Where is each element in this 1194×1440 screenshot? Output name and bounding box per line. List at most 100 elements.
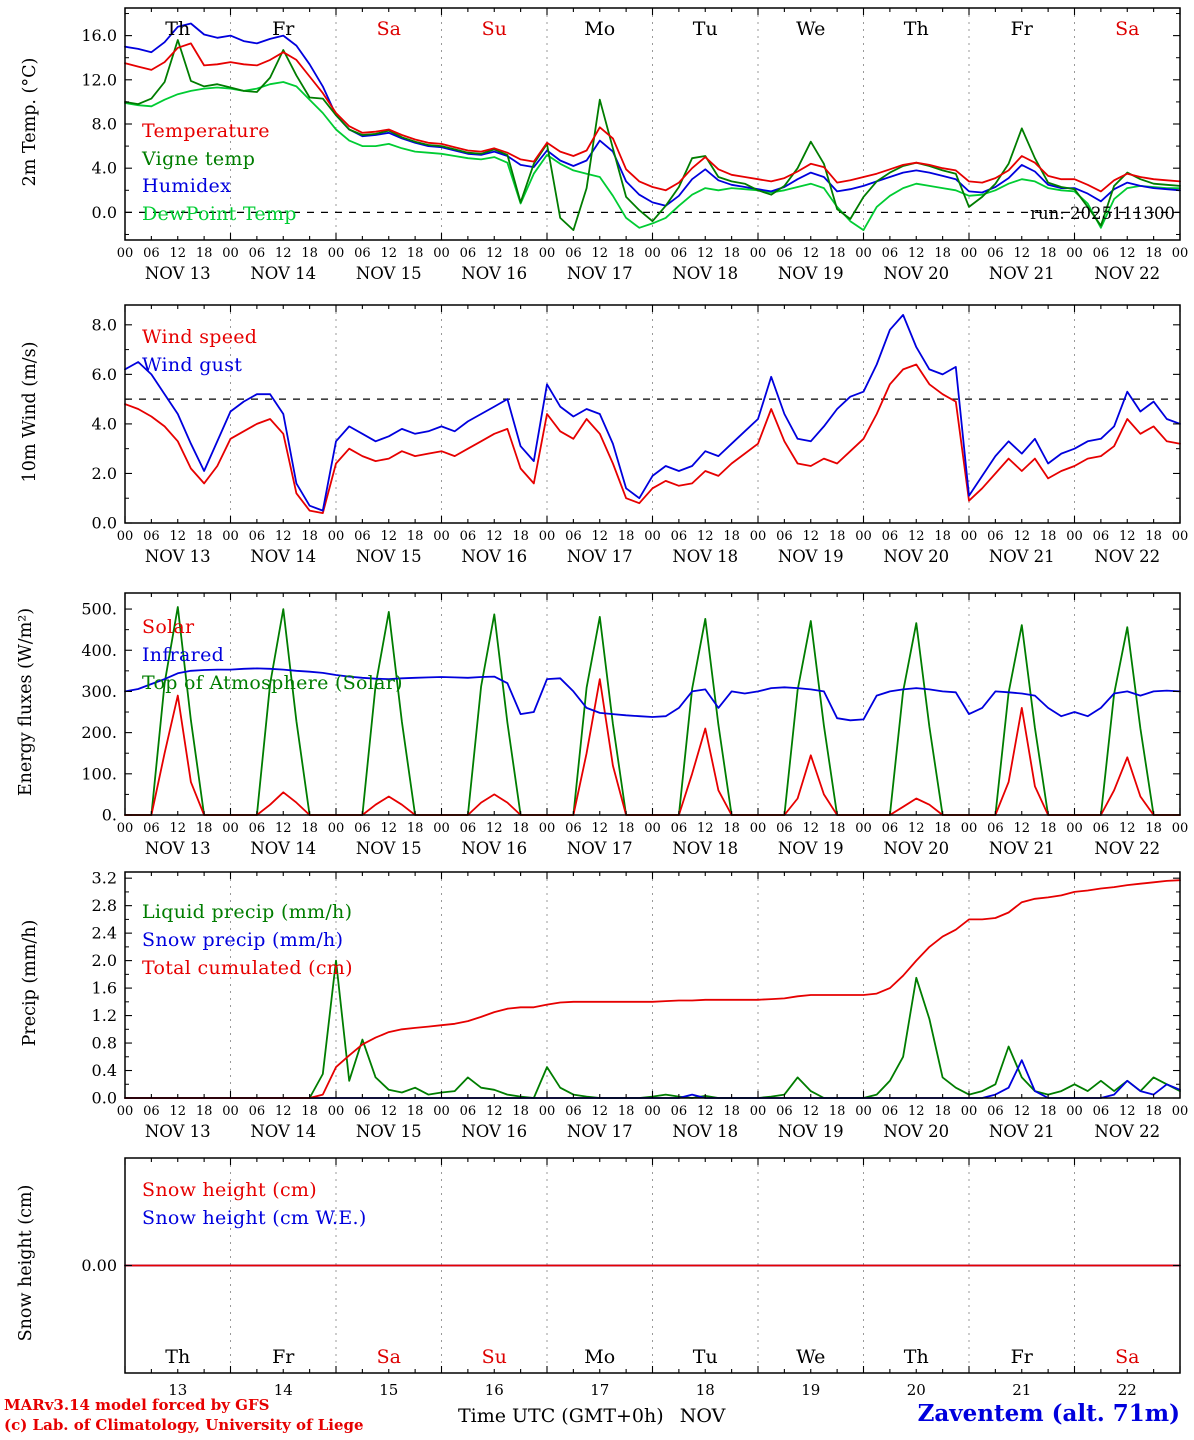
- svg-text:12: 12: [591, 246, 608, 261]
- svg-text:06: 06: [249, 821, 266, 836]
- svg-text:17: 17: [590, 1381, 609, 1399]
- svg-text:12: 12: [275, 821, 292, 836]
- svg-text:18: 18: [1040, 821, 1057, 836]
- svg-text:4.0: 4.0: [92, 159, 117, 178]
- svg-text:18: 18: [934, 246, 951, 261]
- svg-text:18: 18: [1040, 1104, 1057, 1119]
- svg-text:12: 12: [802, 529, 819, 544]
- legend-solar: Solar: [142, 616, 195, 638]
- svg-text:NOV 17: NOV 17: [567, 839, 633, 858]
- y-axis-label-energy: Energy fluxes (W/m²): [16, 607, 36, 797]
- svg-text:0.00: 0.00: [81, 1256, 117, 1275]
- svg-text:06: 06: [143, 529, 160, 544]
- svg-text:00: 00: [117, 246, 134, 261]
- svg-text:00: 00: [539, 246, 556, 261]
- svg-text:NOV 13: NOV 13: [145, 1122, 211, 1141]
- svg-text:00: 00: [1172, 246, 1189, 261]
- svg-text:18: 18: [829, 246, 846, 261]
- svg-text:Mo: Mo: [584, 18, 615, 40]
- svg-text:00: 00: [1172, 821, 1189, 836]
- svg-text:12: 12: [591, 529, 608, 544]
- svg-text:12: 12: [908, 246, 925, 261]
- svg-text:18: 18: [512, 821, 529, 836]
- svg-text:00: 00: [433, 529, 450, 544]
- svg-text:00: 00: [855, 1104, 872, 1119]
- svg-text:Su: Su: [482, 1346, 507, 1368]
- svg-text:NOV 18: NOV 18: [672, 547, 738, 566]
- svg-text:06: 06: [565, 821, 582, 836]
- legend-temperature: Temperature: [142, 120, 270, 142]
- svg-text:Tu: Tu: [693, 18, 718, 40]
- svg-text:00: 00: [644, 246, 661, 261]
- svg-text:12: 12: [486, 1104, 503, 1119]
- svg-text:6.0: 6.0: [92, 365, 117, 384]
- svg-text:12: 12: [486, 246, 503, 261]
- svg-text:00: 00: [328, 246, 345, 261]
- svg-text:20: 20: [907, 1381, 926, 1399]
- svg-text:00: 00: [961, 1104, 978, 1119]
- svg-text:00: 00: [328, 529, 345, 544]
- svg-text:14: 14: [274, 1381, 293, 1399]
- svg-text:18: 18: [618, 1104, 635, 1119]
- svg-text:Th: Th: [904, 1346, 929, 1368]
- svg-text:18: 18: [934, 821, 951, 836]
- svg-text:12.0: 12.0: [81, 70, 117, 89]
- svg-text:18: 18: [1145, 529, 1162, 544]
- svg-text:12: 12: [591, 1104, 608, 1119]
- svg-text:18: 18: [1145, 821, 1162, 836]
- svg-text:Sa: Sa: [377, 18, 401, 40]
- y-axis-label-temperature: 2m Temp. (°C): [20, 57, 40, 187]
- svg-text:12: 12: [275, 246, 292, 261]
- svg-text:06: 06: [671, 821, 688, 836]
- svg-text:18: 18: [723, 821, 740, 836]
- svg-text:12: 12: [697, 529, 714, 544]
- svg-text:12: 12: [169, 246, 186, 261]
- svg-text:06: 06: [776, 821, 793, 836]
- svg-text:NOV 19: NOV 19: [778, 264, 844, 283]
- svg-text:12: 12: [275, 1104, 292, 1119]
- svg-text:NOV 16: NOV 16: [461, 1122, 527, 1141]
- svg-text:NOV 17: NOV 17: [567, 1122, 633, 1141]
- svg-text:NOV 17: NOV 17: [567, 547, 633, 566]
- svg-text:2.8: 2.8: [92, 896, 117, 915]
- svg-text:12: 12: [908, 821, 925, 836]
- svg-text:12: 12: [1119, 246, 1136, 261]
- svg-text:0.0: 0.0: [92, 203, 117, 222]
- svg-text:0.0: 0.0: [92, 514, 117, 533]
- svg-text:18: 18: [618, 821, 635, 836]
- svg-text:2.4: 2.4: [92, 924, 117, 943]
- svg-text:00: 00: [1066, 246, 1083, 261]
- svg-text:00: 00: [222, 821, 239, 836]
- svg-text:Fr: Fr: [1011, 1346, 1034, 1368]
- svg-text:00: 00: [1066, 529, 1083, 544]
- svg-text:00: 00: [222, 246, 239, 261]
- svg-text:00: 00: [750, 821, 767, 836]
- svg-text:06: 06: [460, 1104, 477, 1119]
- legend-snow-height-we: Snow height (cm W.E.): [142, 1207, 367, 1229]
- svg-text:06: 06: [987, 246, 1004, 261]
- svg-text:00: 00: [117, 529, 134, 544]
- svg-text:1.2: 1.2: [92, 1006, 117, 1025]
- svg-text:06: 06: [882, 1104, 899, 1119]
- legend-wind-speed: Wind speed: [142, 326, 258, 348]
- svg-text:18: 18: [1145, 1104, 1162, 1119]
- legend-snow-precip: Snow precip (mm/h): [142, 929, 344, 951]
- svg-text:18: 18: [301, 529, 318, 544]
- svg-text:0.0: 0.0: [92, 1089, 117, 1108]
- credit-lab-line: (c) Lab. of Climatology, University of L…: [4, 1416, 364, 1434]
- svg-text:00: 00: [855, 246, 872, 261]
- svg-text:NOV 13: NOV 13: [145, 264, 211, 283]
- legend-snow-height: Snow height (cm): [142, 1179, 317, 1201]
- svg-text:NOV 14: NOV 14: [250, 547, 316, 566]
- svg-text:NOV 15: NOV 15: [356, 264, 422, 283]
- svg-text:NOV 18: NOV 18: [672, 1122, 738, 1141]
- svg-text:Fr: Fr: [272, 1346, 295, 1368]
- svg-text:Th: Th: [165, 1346, 190, 1368]
- svg-text:400.: 400.: [81, 641, 117, 660]
- y-axis-label-snow: Snow height (cm): [16, 1184, 36, 1342]
- svg-text:18: 18: [934, 529, 951, 544]
- svg-text:18: 18: [618, 529, 635, 544]
- svg-text:NOV 20: NOV 20: [883, 1122, 949, 1141]
- svg-text:18: 18: [1040, 246, 1057, 261]
